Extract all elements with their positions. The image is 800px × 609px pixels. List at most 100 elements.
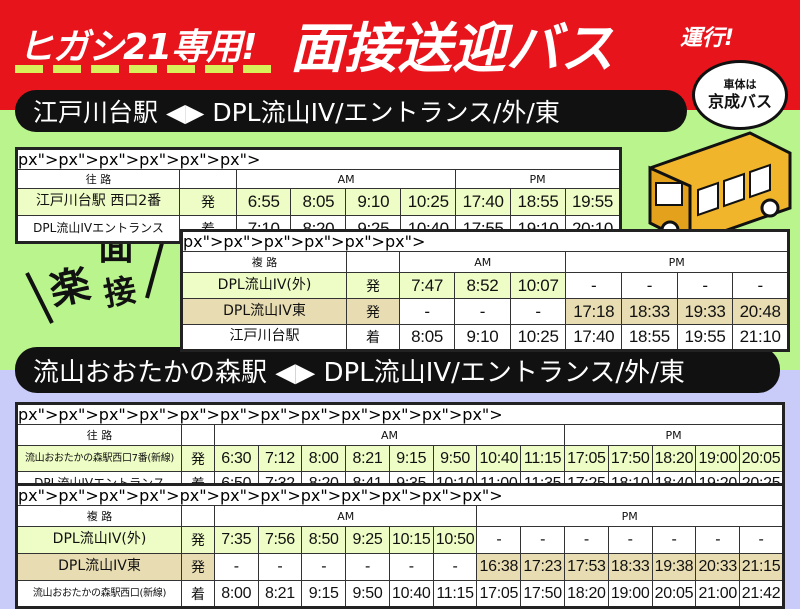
time-cell: -	[214, 553, 259, 581]
dep-arr-label: 発	[181, 445, 215, 472]
time-cell: -	[564, 526, 609, 554]
bubble-line1: 車体は	[723, 78, 757, 91]
stop-name: DPL流山IV東	[16, 553, 182, 581]
table-row: 江戸川台駅着 8:05 9:10 10:25 17:40 18:55 19:55 21:10	[181, 324, 789, 351]
time-cell: 19:55	[676, 324, 734, 351]
time-cell: -	[432, 553, 478, 581]
time-cell: 17:50	[607, 445, 653, 472]
time-cell: 21:00	[695, 580, 741, 608]
bus-icon	[648, 131, 792, 246]
time-cell: 7:47	[398, 272, 456, 299]
dep-arr-label: 着	[181, 580, 215, 608]
stop-name: DPL流山IV(外)	[181, 272, 347, 299]
stop-name: 江戸川台駅 西口2番	[16, 188, 180, 216]
time-cell: 17:50	[520, 580, 565, 608]
time-cell: -	[398, 298, 456, 325]
time-cell: -	[520, 526, 565, 554]
time-cell: 20:05	[739, 445, 784, 472]
am-header: AM	[398, 251, 567, 273]
route-title-2: 流山おおたかの森駅 ◀▶ DPL流山IV/エントランス/外/東	[15, 347, 780, 393]
blank-header	[346, 251, 400, 273]
time-cell: 17:18	[565, 298, 623, 325]
time-cell: 8:50	[301, 526, 347, 554]
time-cell: 6:30	[214, 445, 259, 472]
time-cell: 20:33	[695, 553, 741, 581]
time-cell: 18:33	[621, 298, 678, 325]
pm-header: PM	[564, 424, 784, 446]
stop-name: 江戸川台駅	[181, 324, 347, 351]
time-cell: 21:15	[739, 553, 784, 581]
table-row: DPL流山IV(外) 発 7:35 7:56 8:50 9:25 10:15 10:50- - -…	[16, 526, 784, 554]
blank-header	[181, 505, 215, 527]
table-row: 江戸川台駅 西口2番発 6:55 8:05 9:10 10:25 17:40 18:55 19…	[16, 188, 621, 216]
direction-header: 往 路	[16, 169, 180, 189]
header-row: 往 路 AM PM	[16, 169, 621, 189]
time-cell: 7:56	[257, 526, 303, 554]
time-cell: 6:55	[235, 188, 292, 216]
stop-name: 流山おおたかの森駅西口7番(新線)	[16, 445, 182, 472]
timetable-2: px">px">px">px">px">px">複 路 AM PM DPL流山IV(外…	[180, 229, 790, 352]
dash-underline	[15, 65, 275, 73]
time-cell: 10:40	[476, 445, 522, 472]
dep-arr-label: 着	[346, 324, 400, 351]
table-row: 流山おおたかの森駅西口7番(新線) 発 6:30 7:12 8:00 8:21 9:15 9:…	[16, 445, 784, 472]
time-cell: 11:15	[520, 445, 565, 472]
time-cell: 7:12	[257, 445, 303, 472]
time-cell: 9:15	[301, 580, 347, 608]
time-cell: 9:10	[454, 324, 511, 351]
time-cell: -	[676, 272, 734, 299]
time-cell: 10:50	[432, 526, 478, 554]
header-row: 複 路 AM PM	[181, 251, 789, 273]
easy-interview-badge: 楽 面 接	[22, 228, 172, 338]
table-row: DPL流山IV(外) 発 7:47 8:52 10:07- - - -	[181, 272, 789, 299]
dep-arr-label: 発	[181, 526, 215, 554]
dep-arr-label: 発	[346, 272, 400, 299]
stop-name: DPL流山IV(外)	[16, 526, 182, 554]
header-row: 複 路 AM PM	[16, 505, 784, 527]
time-cell: 8:00	[301, 445, 347, 472]
am-header: AM	[235, 169, 457, 189]
time-cell: 7:35	[214, 526, 259, 554]
time-cell: 9:25	[345, 526, 390, 554]
am-header: AM	[214, 424, 565, 446]
dep-arr-label: 発	[346, 298, 400, 325]
time-cell: 19:00	[607, 580, 653, 608]
dep-arr-label: 発	[179, 188, 237, 216]
bus-company-bubble: 車体は 京成バス	[692, 60, 788, 130]
time-cell: 17:40	[455, 188, 512, 216]
dep-arr-label: 発	[181, 553, 215, 581]
time-cell: 17:05	[564, 445, 609, 472]
time-cell: 9:50	[432, 445, 478, 472]
time-cell: -	[345, 553, 390, 581]
route-title-1: 江戸川台駅 ◀▶ DPL流山IV/エントランス/外/東	[15, 90, 687, 132]
stop-name: DPL流山IVエントランス	[16, 215, 180, 243]
time-cell: -	[257, 553, 303, 581]
badge-char-3: 接	[100, 270, 140, 314]
time-cell: 19:38	[651, 553, 697, 581]
time-cell: 18:33	[607, 553, 653, 581]
blank-header	[179, 169, 237, 189]
pm-header: PM	[565, 251, 789, 273]
time-cell: 8:21	[257, 580, 303, 608]
stop-name: DPL流山IV東	[181, 298, 347, 325]
time-cell: 16:38	[476, 553, 522, 581]
time-cell: 18:20	[564, 580, 609, 608]
time-cell: 18:55	[510, 188, 567, 216]
accent-lines-icon	[25, 242, 164, 324]
am-header: AM	[213, 505, 478, 527]
time-cell: 10:25	[400, 188, 457, 216]
time-cell: 18:55	[621, 324, 678, 351]
time-cell: 8:05	[290, 188, 347, 216]
time-cell: 20:05	[651, 580, 697, 608]
time-cell: -	[651, 526, 697, 554]
time-cell: -	[454, 298, 511, 325]
time-cell: -	[621, 272, 678, 299]
time-cell: 9:10	[345, 188, 402, 216]
timetable-4: px">px">px">px">px">px">px">px">px">px">…	[15, 483, 785, 609]
direction-header: 複 路	[16, 505, 182, 527]
time-cell: 17:05	[476, 580, 522, 608]
time-cell: -	[301, 553, 347, 581]
time-cell: 10:15	[388, 526, 434, 554]
time-cell: 19:55	[565, 188, 621, 216]
time-cell: 17:40	[565, 324, 623, 351]
